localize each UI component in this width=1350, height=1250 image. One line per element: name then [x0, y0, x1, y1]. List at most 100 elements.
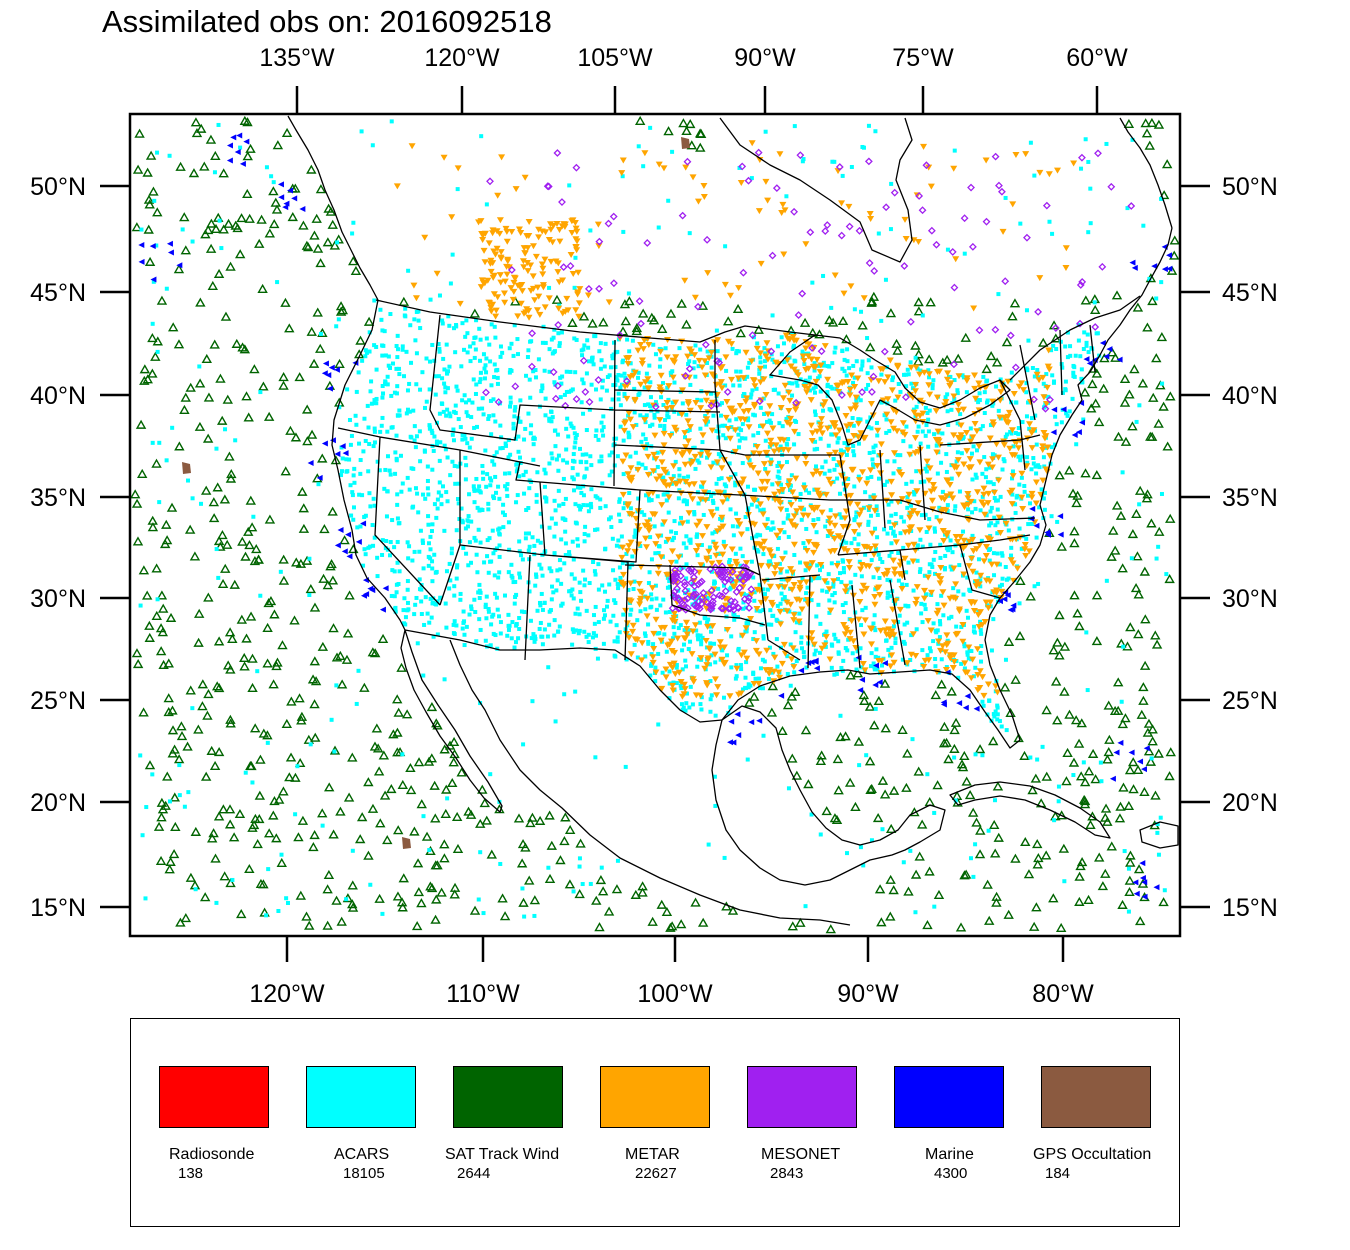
acars-obs-marker [478, 377, 483, 382]
acars-obs-marker [779, 482, 784, 487]
acars-obs-marker [896, 578, 901, 583]
acars-obs-marker [701, 497, 706, 502]
acars-obs-marker [698, 347, 703, 352]
sat-track-wind-obs-marker [226, 469, 237, 479]
acars-obs-marker [793, 630, 798, 635]
sat-track-wind-obs-marker [829, 813, 841, 823]
acars-obs-marker [621, 229, 626, 234]
acars-obs-marker [752, 590, 757, 595]
acars-obs-marker [1016, 454, 1021, 459]
acars-obs-marker [636, 375, 641, 380]
acars-obs-marker [409, 360, 414, 365]
acars-obs-marker [230, 877, 235, 882]
acars-obs-marker [593, 755, 598, 760]
sat-track-wind-obs-marker [207, 280, 219, 291]
sat-track-wind-obs-marker [201, 353, 213, 364]
acars-obs-marker [832, 672, 837, 677]
acars-obs-marker [401, 608, 406, 613]
acars-obs-marker [561, 516, 566, 521]
acars-obs-marker [374, 396, 379, 401]
acars-obs-marker [334, 683, 339, 688]
acars-obs-marker [909, 381, 914, 386]
sat-track-wind-obs-marker [213, 636, 225, 646]
sat-track-wind-obs-marker [516, 858, 528, 868]
sat-track-wind-obs-marker [294, 757, 306, 768]
acars-obs-marker [581, 411, 586, 416]
metar-obs-marker [770, 448, 778, 455]
acars-obs-marker [587, 581, 592, 586]
metar-obs-marker [713, 692, 721, 699]
acars-obs-marker [462, 619, 467, 624]
acars-obs-marker [401, 621, 406, 626]
sat-track-wind-obs-marker [943, 754, 954, 764]
acars-obs-marker [905, 620, 910, 625]
acars-obs-marker [805, 585, 810, 590]
acars-obs-marker [595, 656, 600, 661]
acars-obs-marker [1084, 630, 1089, 635]
sat-track-wind-obs-marker [786, 691, 798, 701]
acars-obs-marker [708, 697, 713, 702]
acars-obs-marker [1137, 403, 1142, 408]
acars-obs-marker [937, 635, 942, 640]
acars-obs-marker [762, 359, 767, 364]
metar-obs-marker [799, 512, 807, 519]
acars-obs-marker [562, 692, 567, 697]
acars-obs-marker [781, 341, 786, 346]
acars-obs-marker [621, 358, 626, 363]
acars-obs-marker [522, 914, 527, 919]
metar-obs-marker [863, 480, 871, 487]
metar-obs-marker [792, 404, 800, 411]
acars-obs-marker [615, 349, 620, 354]
acars-obs-marker [436, 490, 441, 495]
acars-obs-marker [833, 345, 838, 350]
sat-track-wind-obs-marker [815, 755, 827, 766]
sat-track-wind-obs-marker [873, 695, 885, 706]
metar-obs-marker [1028, 490, 1036, 497]
acars-obs-marker [447, 586, 452, 591]
acars-obs-marker [988, 521, 993, 526]
sat-track-wind-obs-marker [661, 906, 673, 917]
metar-obs-marker [974, 687, 982, 694]
metar-obs-marker [651, 511, 659, 518]
acars-obs-marker [464, 551, 469, 556]
acars-obs-marker [468, 359, 473, 364]
acars-obs-marker [693, 343, 698, 348]
acars-obs-marker [595, 495, 600, 500]
acars-obs-marker [743, 436, 748, 441]
sat-track-wind-obs-marker [297, 815, 309, 825]
sat-track-wind-obs-marker [144, 620, 155, 630]
sat-track-wind-obs-marker [268, 810, 279, 820]
acars-obs-marker [425, 486, 430, 491]
sat-track-wind-obs-marker [864, 756, 876, 766]
acars-obs-marker [1052, 818, 1057, 823]
sat-track-wind-obs-marker [180, 392, 191, 402]
acars-obs-marker [803, 597, 808, 602]
acars-obs-marker [448, 281, 453, 286]
acars-obs-marker [722, 489, 727, 494]
sat-track-wind-obs-marker [176, 721, 187, 731]
acars-obs-marker [559, 581, 564, 586]
sat-track-wind-obs-marker [245, 760, 256, 771]
metar-obs-marker [789, 489, 797, 496]
acars-obs-marker [615, 639, 620, 644]
acars-obs-marker [927, 517, 932, 522]
acars-obs-marker [1086, 350, 1091, 355]
sat-track-wind-obs-marker [795, 917, 806, 927]
metar-obs-marker [637, 381, 645, 388]
acars-obs-marker [540, 642, 545, 647]
acars-obs-marker [678, 521, 683, 526]
acars-obs-marker [813, 385, 818, 390]
metar-obs-marker [746, 462, 754, 469]
acars-obs-marker [155, 349, 160, 354]
acars-obs-marker [680, 667, 685, 672]
acars-obs-marker [648, 535, 653, 540]
sat-track-wind-obs-marker [165, 856, 176, 866]
metar-obs-marker [940, 602, 948, 609]
metar-obs-marker [996, 530, 1004, 537]
acars-obs-marker [997, 584, 1002, 589]
sat-track-wind-obs-marker [850, 801, 861, 811]
sat-track-wind-obs-marker [301, 404, 313, 414]
acars-obs-marker [920, 544, 925, 549]
sat-track-wind-obs-marker [690, 897, 701, 907]
acars-obs-marker [414, 595, 419, 600]
